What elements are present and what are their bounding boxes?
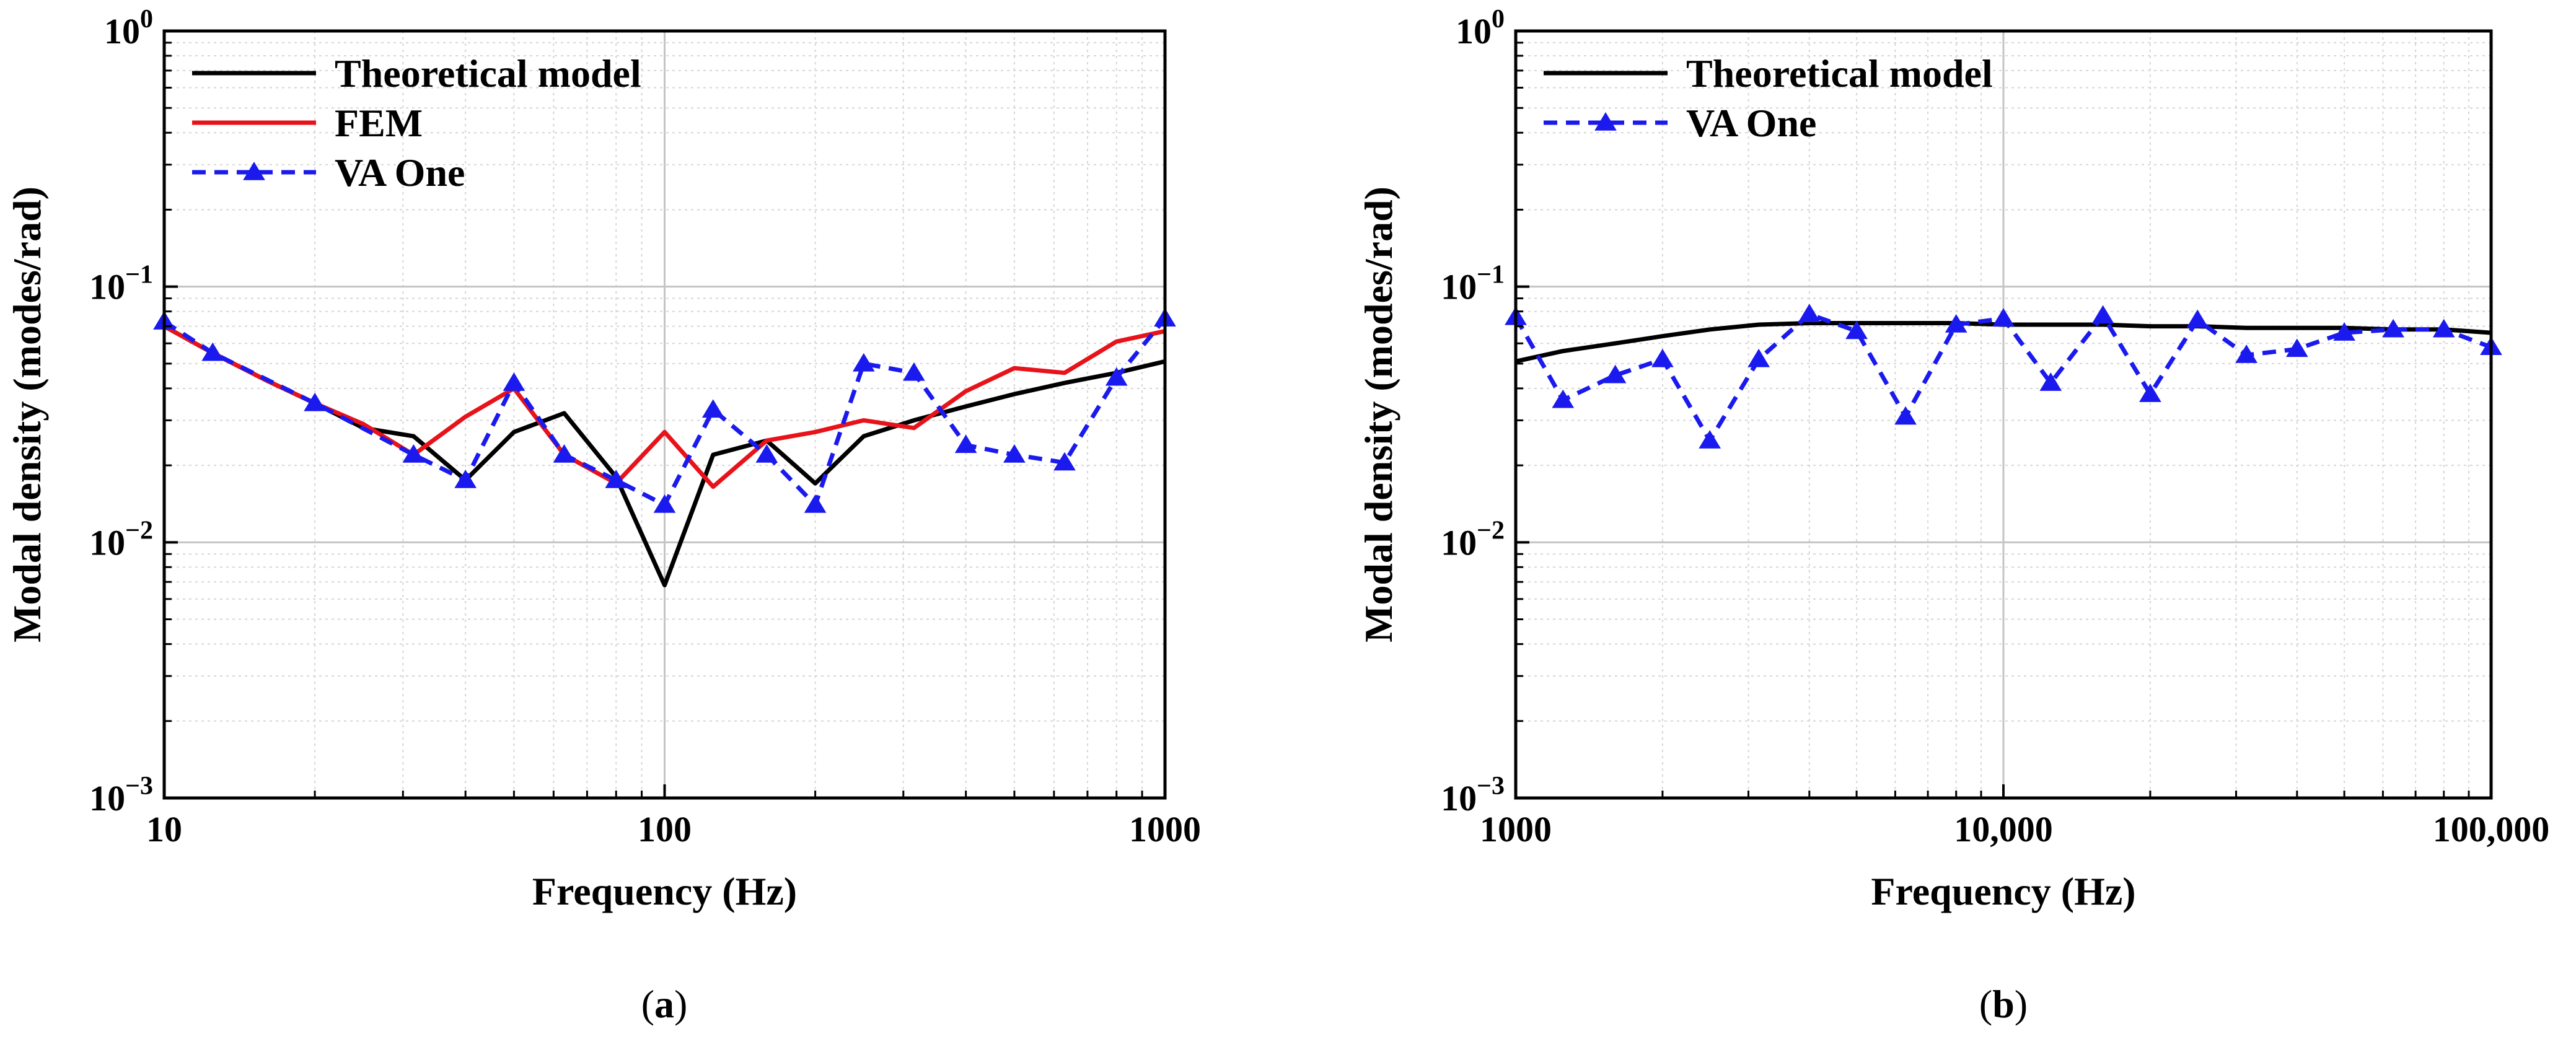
y-tick-exponent: 0 [140, 5, 153, 33]
y-tick-base: 10 [89, 267, 125, 307]
legend-label: FEM [335, 101, 423, 145]
axes-frame-a [162, 29, 1167, 800]
data-point-marker [402, 444, 425, 463]
x-tick-label: 100 [638, 809, 692, 849]
legend-marker [243, 162, 265, 180]
legend-b: Theoretical model VA One [1544, 51, 1993, 145]
x-axis-title-a: Frequency (Hz) [532, 869, 797, 913]
data-point-marker [1945, 314, 1967, 333]
panel-letter-b: b [1992, 982, 2015, 1026]
data-point-marker [2186, 309, 2209, 328]
data-point-marker [1651, 348, 1674, 367]
y-tick-exponent: −1 [1477, 261, 1505, 289]
y-tick-exponent: −2 [125, 516, 153, 545]
data-point-marker [852, 353, 875, 372]
data-point-marker [454, 470, 477, 488]
y-tick-base: 10 [1441, 522, 1477, 563]
axes-frame-b [1514, 29, 2493, 800]
data-point-marker [903, 362, 925, 381]
data-point-marker [1747, 348, 1770, 367]
y-tick-exponent: −2 [1477, 516, 1505, 545]
y-tick-label: 100 [1456, 5, 1505, 51]
x-tick-label: 100,000 [2433, 809, 2550, 849]
data-point-marker [2333, 322, 2355, 341]
y-tick-base: 10 [1441, 778, 1477, 818]
data-point-marker [1845, 320, 1868, 340]
data-point-marker [1798, 304, 1821, 322]
series-group-a [153, 308, 1176, 587]
y-tick-base: 10 [89, 778, 125, 818]
data-point-marker [1003, 444, 1026, 463]
data-point-marker [201, 342, 224, 361]
data-point-marker [553, 444, 576, 463]
y-tick-label: 10−2 [1441, 516, 1505, 563]
grid-lines-a [163, 30, 1166, 799]
data-point-marker [653, 494, 676, 513]
x-axis-title-b: Frequency (Hz) [1871, 869, 2135, 913]
legend-a: Theoretical model FEM VA One [192, 51, 641, 195]
y-axis-title-b: Modal density (modes/rad) [1356, 186, 1400, 642]
data-point-marker [2432, 318, 2455, 338]
y-tick-label: 100 [104, 5, 153, 51]
y-tick-label: 10−3 [1441, 772, 1505, 818]
y-axis-title-a: Modal density (modes/rad) [5, 186, 49, 642]
data-point-marker [1053, 452, 1076, 471]
y-tick-base: 10 [1441, 267, 1477, 307]
data-point-marker [2091, 305, 2114, 324]
data-point-marker [1699, 430, 1721, 449]
y-tick-base: 10 [89, 522, 125, 563]
series-group-b [1505, 304, 2502, 449]
panel-letter-a: a [654, 982, 674, 1026]
y-tick-base: 10 [104, 11, 140, 51]
y-tick-label: 10−3 [89, 772, 153, 818]
y-tick-exponent: −3 [1477, 772, 1505, 800]
data-point-marker [804, 494, 827, 513]
panel-label-b: (b) [1979, 982, 2028, 1026]
y-tick-label: 10−2 [89, 516, 153, 563]
data-point-marker [2382, 318, 2404, 338]
data-point-marker [755, 444, 778, 463]
data-point-marker [2039, 372, 2062, 391]
data-point-marker [1894, 406, 1917, 425]
panel-label-a: (a) [641, 982, 688, 1026]
y-tick-exponent: 0 [1492, 5, 1505, 33]
data-point-marker [701, 399, 724, 418]
data-point-marker [2235, 344, 2258, 363]
x-tick-label: 1000 [1480, 809, 1552, 849]
data-point-marker [503, 372, 525, 391]
legend-label: Theoretical model [1686, 51, 1993, 95]
data-point-marker [2285, 338, 2308, 357]
legend-label: VA One [1686, 101, 1816, 145]
data-point-marker [2139, 384, 2161, 402]
data-point-marker [605, 470, 628, 488]
legend-label: Theoretical model [335, 51, 641, 95]
data-point-marker [1992, 308, 2015, 327]
x-tick-label: 10,000 [1954, 809, 2053, 849]
legend-marker [1594, 112, 1617, 131]
y-tick-exponent: −1 [125, 261, 153, 289]
x-tick-label: 1000 [1129, 809, 1201, 849]
data-point-marker [1105, 367, 1128, 386]
data-point-marker [1552, 389, 1575, 408]
x-tick-label: 10 [146, 809, 182, 849]
y-tick-exponent: −3 [125, 772, 153, 800]
data-point-marker [1604, 364, 1627, 384]
data-point-marker [954, 434, 977, 454]
y-tick-base: 10 [1456, 11, 1492, 51]
y-tick-label: 10−1 [89, 261, 153, 307]
y-tick-label: 10−1 [1441, 261, 1505, 307]
legend-label: VA One [335, 151, 465, 195]
grid-lines-b [1514, 30, 2492, 799]
data-point-marker [304, 392, 326, 411]
